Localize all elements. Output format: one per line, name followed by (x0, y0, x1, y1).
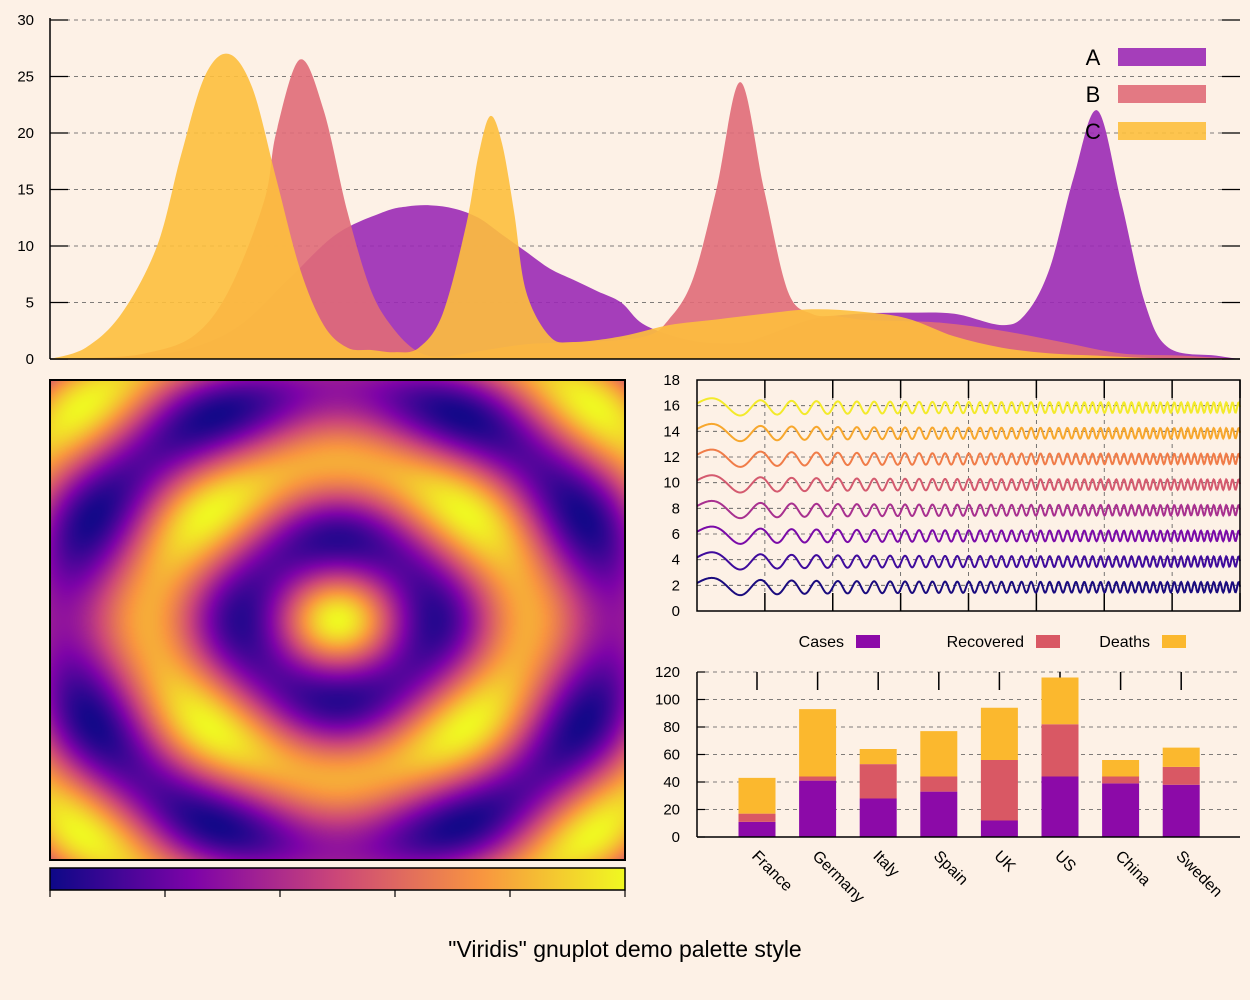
heatmap-image (50, 380, 625, 860)
legend-label-B: B (1086, 82, 1101, 107)
y-tick-label: 2 (672, 577, 680, 594)
bar-cases-germany (799, 780, 837, 837)
y-tick-label: 20 (17, 125, 34, 142)
x-tick-label: Sweden (1172, 848, 1225, 901)
bar-deaths-sweden (1162, 747, 1200, 767)
bar-recovered-us (1041, 724, 1079, 777)
area-C (50, 53, 1240, 360)
x-tick-label: Germany (809, 848, 868, 907)
y-tick-label: 15 (17, 182, 34, 199)
x-tick-label: China (1112, 848, 1154, 890)
x-tick-label: Italy (869, 848, 902, 881)
bar-deaths-us (1041, 677, 1079, 725)
y-tick-label: 16 (663, 398, 680, 415)
bar-deaths-italy (859, 749, 897, 765)
bar-cases-china (1102, 783, 1140, 837)
y-tick-label: 8 (672, 500, 680, 517)
bar-cases-spain (920, 791, 958, 837)
y-tick-label: 4 (672, 552, 680, 569)
bar-recovered-china (1102, 776, 1140, 784)
plot-border (696, 379, 1241, 612)
y-tick-label: 30 (17, 12, 34, 29)
y-tick-label: 5 (26, 295, 34, 312)
y-tick-label: 40 (663, 774, 680, 791)
bar-recovered-italy (859, 764, 897, 799)
y-tick-label: 0 (672, 829, 680, 846)
legend-swatch-B (1118, 85, 1206, 103)
wave-line-14 (696, 422, 1241, 443)
figure-title: "Viridis" gnuplot demo palette style (448, 936, 801, 962)
bar-cases-uk (980, 820, 1018, 837)
bar-recovered-uk (980, 760, 1018, 821)
x-tick-label: France (748, 848, 795, 895)
stacked-bar-panel: 0 20 40 60 80 100 120 France Germany Italy Spain UK… (655, 634, 1240, 906)
wave-line-12 (696, 448, 1241, 468)
bar-cases-italy (859, 798, 897, 837)
x-tick-label: UK (991, 848, 1019, 876)
y-tick-label: 60 (663, 747, 680, 764)
bar-deaths-germany (799, 709, 837, 777)
bar-cases-sweden (1162, 784, 1200, 837)
bar-recovered-france (738, 813, 776, 822)
y-tick-label: 6 (672, 526, 680, 543)
y-tick-label: 25 (17, 69, 34, 86)
legend-label-A: A (1086, 45, 1101, 70)
area-B (50, 59, 1240, 359)
wave-line-16 (696, 397, 1241, 417)
wave-line-2 (696, 576, 1241, 597)
y-tick-label: 10 (17, 238, 34, 255)
bar-recovered-spain (920, 776, 958, 792)
x-tick-label: Spain (930, 848, 971, 889)
colorbar (49, 867, 626, 891)
wave-line-8 (696, 499, 1241, 520)
legend-swatch-A (1118, 48, 1206, 66)
wave-line-10 (696, 474, 1241, 494)
bar-recovered-sweden (1162, 766, 1200, 785)
y-tick-label: 80 (663, 719, 680, 736)
legend-swatch-C (1118, 122, 1206, 140)
wave-line-4 (696, 551, 1241, 571)
legend-swatch-deaths (1162, 635, 1186, 648)
heatmap-panel (49, 379, 626, 897)
legend-label-deaths: Deaths (1099, 634, 1150, 651)
bar-recovered-germany (799, 776, 837, 781)
x-tick-label: US (1051, 848, 1079, 876)
y-tick-label: 0 (672, 603, 680, 620)
legend-swatch-cases (856, 635, 880, 648)
legend-label-C: C (1085, 119, 1101, 144)
bar-deaths-spain (920, 731, 958, 777)
waves-panel: 0 2 4 6 8 10 12 14 16 18 (663, 372, 1241, 620)
y-tick-label: 120 (655, 664, 680, 681)
y-tick-label: 100 (655, 692, 680, 709)
density-panel: 0 5 10 15 20 25 30 ABC (17, 12, 1240, 368)
y-tick-label: 10 (663, 475, 680, 492)
bar-cases-us (1041, 776, 1079, 837)
y-tick-label: 20 (663, 802, 680, 819)
legend-label-cases: Cases (799, 634, 844, 651)
bar-deaths-china (1102, 760, 1140, 777)
legend-label-recovered: Recovered (947, 634, 1024, 651)
y-tick-label: 0 (26, 351, 34, 368)
heatmap-canvas (50, 380, 625, 860)
y-tick-label: 18 (663, 372, 680, 389)
heatmap-border (49, 379, 626, 861)
bar-cases-france (738, 821, 776, 837)
y-tick-label: 12 (663, 449, 680, 466)
bar-deaths-uk (980, 707, 1018, 760)
legend-swatch-recovered (1036, 635, 1060, 648)
y-tick-label: 14 (663, 423, 680, 440)
wave-line-6 (696, 525, 1241, 545)
bar-deaths-france (738, 777, 776, 814)
